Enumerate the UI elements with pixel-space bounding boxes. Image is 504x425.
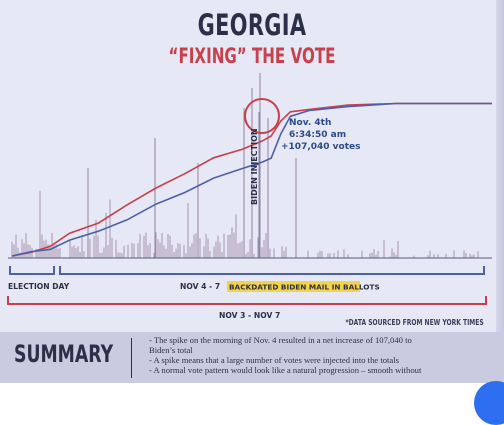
- summary-line: - A normal vote pattern would look like …: [149, 365, 422, 375]
- card-edge: [496, 0, 504, 383]
- series-line-blue: [11, 102, 492, 257]
- data-source-note: *DATA SOURCED FROM NEW YORK TIMES: [345, 318, 484, 327]
- vote-spike-bars: [11, 73, 479, 258]
- page-title: GEORGIA: [197, 8, 307, 42]
- label-election-day: ELECTION DAY: [8, 282, 70, 291]
- label-nov-4-7: NOV 4 - 7: [180, 282, 220, 291]
- infographic-card: GEORGIA “FIXING” THE VOTE BIDEN INJECTIO…: [0, 0, 504, 383]
- summary-panel: SUMMARY - The spike on the morning of No…: [0, 332, 504, 383]
- page-subtitle: “FIXING” THE VOTE: [168, 44, 336, 68]
- spike-highlight-circle: [244, 98, 280, 134]
- vertical-label-injection: BIDEN INJECTION: [250, 128, 259, 205]
- annotation-date: Nov. 4th: [289, 118, 331, 128]
- annotation-time: 6:34:50 am: [289, 130, 346, 140]
- summary-line: - The spike on the morning of Nov. 4 res…: [149, 335, 412, 345]
- backdated-highlight: [227, 281, 360, 292]
- label-nov-3-7: NOV 3 - NOV 7: [219, 311, 280, 320]
- annotation-votes: +107,040 votes: [281, 142, 360, 152]
- series-line-red: [11, 102, 492, 257]
- bracket-nov-3-7: [7, 296, 487, 305]
- summary-line: Biden’s total: [149, 345, 193, 355]
- bracket-nov-4-7: [59, 266, 485, 275]
- label-backdated: BACKDATED BIDEN MAIL IN BALLOTS: [229, 283, 380, 292]
- floating-action-button[interactable]: [474, 381, 504, 425]
- vote-chart: BIDEN INJECTION Nov. 4th 6:34:50 am +107…: [7, 73, 492, 320]
- summary-divider: [131, 338, 132, 378]
- summary-heading: SUMMARY: [14, 340, 114, 368]
- summary-text: - The spike on the morning of Nov. 4 res…: [149, 335, 489, 375]
- bracket-election-day: [9, 266, 55, 275]
- summary-line: - A spike means that a large number of v…: [149, 355, 399, 365]
